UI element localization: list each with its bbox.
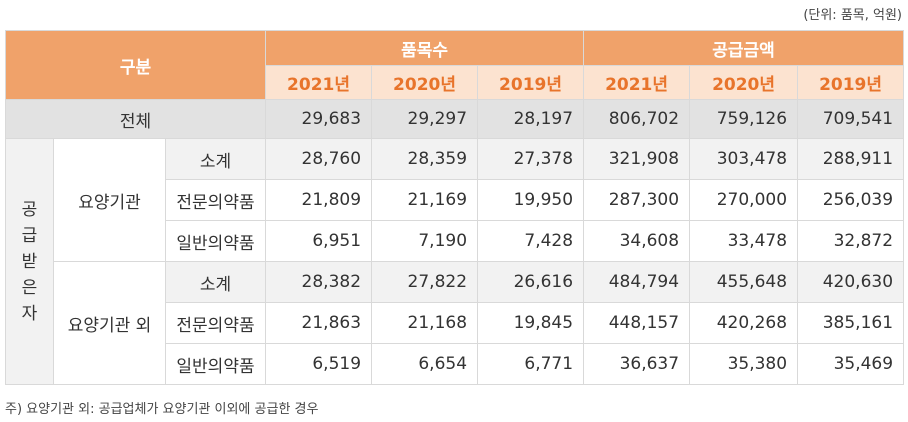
table-cell: 270,000	[689, 179, 799, 221]
unit-note: (단위: 품목, 억원)	[803, 8, 902, 23]
header-year: 2019년	[797, 65, 905, 100]
header-category: 구분	[4, 30, 267, 100]
row-label: 일반의약품	[164, 343, 267, 385]
table-cell: 34,608	[583, 220, 691, 262]
table-cell: 6,771	[477, 343, 585, 385]
table-cell: 420,268	[689, 302, 799, 344]
total-label: 전체	[4, 99, 267, 139]
recipient-label: 공 급 받 은 자	[5, 138, 54, 385]
row-label: 일반의약품	[164, 220, 267, 262]
table-cell: 21,809	[265, 179, 373, 221]
table-cell: 19,845	[477, 302, 585, 344]
header-year: 2021년	[583, 65, 691, 100]
table-cell: 27,378	[477, 138, 585, 180]
table-cell: 36,637	[583, 343, 691, 385]
table-row: 요양기관 외 소계 28,382 27,822 26,616 484,794 4…	[6, 261, 905, 385]
supply-table: 구분 품목수 공급금액 2021년 2020년 2019년 2021년 2020…	[4, 30, 905, 385]
table-cell: 33,478	[689, 220, 799, 262]
header-year: 2020년	[689, 65, 799, 100]
header-year: 2019년	[477, 65, 585, 100]
group-name: 요양기관	[53, 138, 166, 262]
header-item-count: 품목수	[265, 30, 585, 66]
table-cell: 7,428	[477, 220, 585, 262]
table-cell: 256,039	[797, 179, 905, 221]
table-cell: 21,168	[371, 302, 479, 344]
table-cell: 29,297	[371, 99, 479, 139]
table-cell: 6,951	[265, 220, 373, 262]
row-label: 소계	[164, 138, 267, 180]
table-cell: 35,469	[797, 343, 905, 385]
table-cell: 28,382	[265, 261, 373, 303]
table-cell: 21,863	[265, 302, 373, 344]
table-cell: 29,683	[265, 99, 373, 139]
table-cell: 448,157	[583, 302, 691, 344]
row-label: 소계	[164, 261, 267, 303]
table-cell: 27,822	[371, 261, 479, 303]
table-cell: 759,126	[689, 99, 799, 139]
table-row: 전문의약품 21,863 21,168 19,845 448,157 420,2…	[6, 302, 905, 344]
table-cell: 28,197	[477, 99, 585, 139]
table-cell: 28,760	[265, 138, 373, 180]
table-cell: 7,190	[371, 220, 479, 262]
table-cell: 32,872	[797, 220, 905, 262]
table-cell: 19,950	[477, 179, 585, 221]
group-name: 요양기관 외	[53, 261, 166, 385]
table-cell: 709,541	[797, 99, 905, 139]
table-cell: 806,702	[583, 99, 691, 139]
table-row: 전문의약품 21,809 21,169 19,950 287,300 270,0…	[6, 179, 905, 221]
table-cell: 287,300	[583, 179, 691, 221]
row-label: 전문의약품	[164, 302, 267, 344]
header-year: 2021년	[265, 65, 373, 100]
table-cell: 35,380	[689, 343, 799, 385]
table-cell: 6,654	[371, 343, 479, 385]
row-label: 전문의약품	[164, 179, 267, 221]
table-row: 일반의약품 6,951 7,190 7,428 34,608 33,478 32…	[6, 220, 905, 262]
table-cell: 21,169	[371, 179, 479, 221]
header-year: 2020년	[371, 65, 479, 100]
table-cell: 484,794	[583, 261, 691, 303]
table-cell: 288,911	[797, 138, 905, 180]
table-row: 공 급 받 은 자 요양기관 소계 28,760 28,359 27,378 3…	[5, 138, 905, 385]
table-cell: 303,478	[689, 138, 799, 180]
table-row: 일반의약품 6,519 6,654 6,771 36,637 35,380 35…	[6, 343, 905, 385]
footnote: 주) 요양기관 외: 공급업체가 요양기관 이외에 공급한 경우	[5, 402, 319, 417]
table-cell: 420,630	[797, 261, 905, 303]
header-supply-amount: 공급금액	[583, 30, 905, 66]
table-cell: 6,519	[265, 343, 373, 385]
total-row: 전체 29,683 29,297 28,197 806,702 759,126 …	[4, 99, 905, 139]
table-cell: 321,908	[583, 138, 691, 180]
table-cell: 26,616	[477, 261, 585, 303]
table-cell: 385,161	[797, 302, 905, 344]
table-cell: 28,359	[371, 138, 479, 180]
table-cell: 455,648	[689, 261, 799, 303]
